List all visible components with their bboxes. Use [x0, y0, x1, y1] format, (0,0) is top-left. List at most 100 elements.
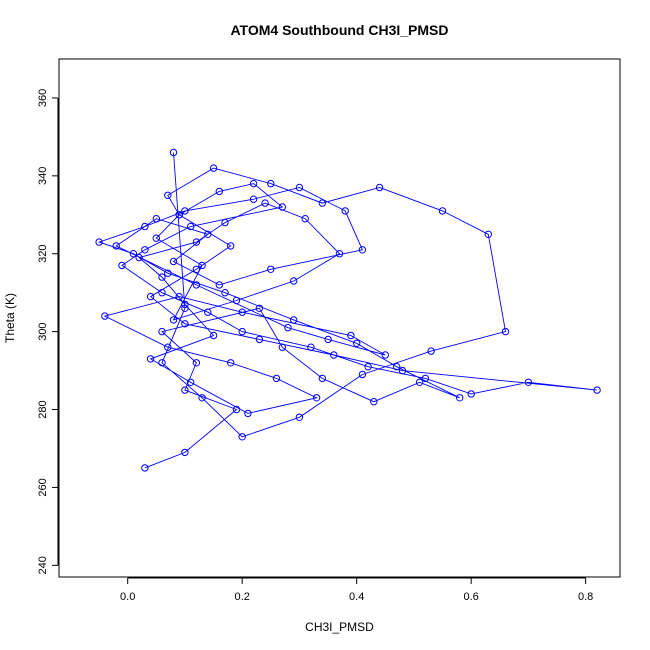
data-point	[141, 246, 149, 254]
data-point	[175, 292, 183, 301]
data-point	[358, 370, 367, 379]
data-point	[295, 183, 304, 192]
data-point	[198, 261, 206, 270]
data-point	[249, 195, 258, 203]
data-point	[255, 335, 264, 344]
data-point	[364, 363, 372, 371]
data-point	[164, 269, 172, 277]
y-tick-label: 340	[37, 167, 49, 185]
data-point	[141, 222, 149, 231]
data-point	[192, 265, 201, 273]
data-point	[209, 331, 218, 340]
data-point	[267, 265, 275, 273]
data-point	[255, 304, 264, 312]
data-point	[456, 394, 464, 402]
data-point	[290, 277, 298, 285]
data-point	[204, 230, 212, 239]
data-point	[158, 289, 166, 297]
data-point	[301, 215, 309, 223]
data-point	[421, 374, 430, 383]
data-point	[393, 363, 401, 371]
data-point	[341, 207, 349, 215]
x-tick-label: 0.6	[464, 591, 479, 603]
data-point	[227, 359, 235, 367]
chart-title: ATOM4 Southbound CH3I_PMSD	[230, 22, 448, 38]
data-point	[381, 351, 389, 359]
data-point	[221, 218, 229, 227]
y-axis: 240 260 280 300 320 340 360	[37, 89, 59, 574]
data-point	[267, 179, 275, 188]
data-point	[181, 448, 189, 457]
data-point	[272, 374, 281, 383]
data-point	[427, 347, 435, 355]
y-tick-label: 240	[37, 556, 49, 574]
data-point	[152, 215, 161, 223]
y-tick-label: 280	[37, 400, 49, 418]
data-point	[284, 324, 292, 332]
data-point	[181, 304, 189, 312]
data-point	[141, 464, 149, 472]
data-point	[295, 413, 304, 421]
data-point	[164, 191, 172, 200]
series-line	[97, 152, 598, 469]
data-point	[158, 273, 166, 281]
x-axis-label: CH3I_PMSD	[305, 620, 374, 634]
data-point	[375, 183, 384, 192]
data-point	[312, 394, 321, 402]
y-axis-label: Theta (K)	[3, 293, 17, 343]
data-point	[238, 308, 246, 316]
data-point	[232, 296, 241, 305]
data-point	[164, 343, 172, 351]
data-point	[181, 320, 189, 328]
data-point	[101, 312, 109, 320]
data-point	[524, 378, 533, 386]
data-point	[192, 238, 201, 246]
data-point	[249, 179, 258, 188]
y-tick-label: 360	[37, 89, 49, 107]
data-point	[158, 327, 166, 336]
data-point	[318, 199, 326, 207]
data-point	[169, 257, 178, 266]
data-point	[324, 335, 332, 344]
data-point	[261, 199, 269, 207]
data-point	[227, 242, 235, 250]
data-point	[152, 234, 161, 242]
data-point	[593, 386, 601, 394]
data-point	[215, 281, 224, 289]
data-point	[335, 250, 344, 258]
data-point	[209, 164, 218, 172]
data-point	[484, 230, 492, 239]
data-point	[215, 187, 224, 196]
x-tick-label: 0.0	[120, 591, 135, 603]
data-point	[290, 316, 298, 324]
data-point	[192, 281, 201, 289]
data-point	[169, 316, 178, 324]
data-point	[187, 378, 195, 386]
data-point	[181, 300, 189, 309]
data-point	[467, 390, 475, 398]
data-point	[135, 253, 143, 262]
data-point	[175, 211, 183, 219]
data-point	[347, 331, 355, 340]
data-point	[438, 207, 447, 215]
data-point	[158, 359, 166, 367]
data-point	[198, 394, 206, 402]
data-point	[238, 433, 246, 441]
y-tick-label: 260	[37, 478, 49, 496]
data-point	[192, 359, 201, 367]
x-tick-label: 0.4	[349, 591, 364, 603]
data-point	[129, 250, 138, 258]
data-point	[238, 327, 246, 336]
data-point	[318, 374, 326, 383]
data-point	[278, 203, 286, 211]
data-point	[370, 398, 378, 406]
data-point	[95, 238, 103, 246]
x-tick-label: 0.8	[578, 591, 593, 603]
data-point	[415, 378, 424, 386]
data-point	[307, 343, 315, 351]
plot-frame	[58, 58, 621, 578]
data-point	[221, 289, 229, 297]
data-point	[146, 355, 155, 363]
data-point	[398, 366, 407, 375]
x-axis: 0.0 0.2 0.4 0.6 0.8	[120, 577, 593, 603]
